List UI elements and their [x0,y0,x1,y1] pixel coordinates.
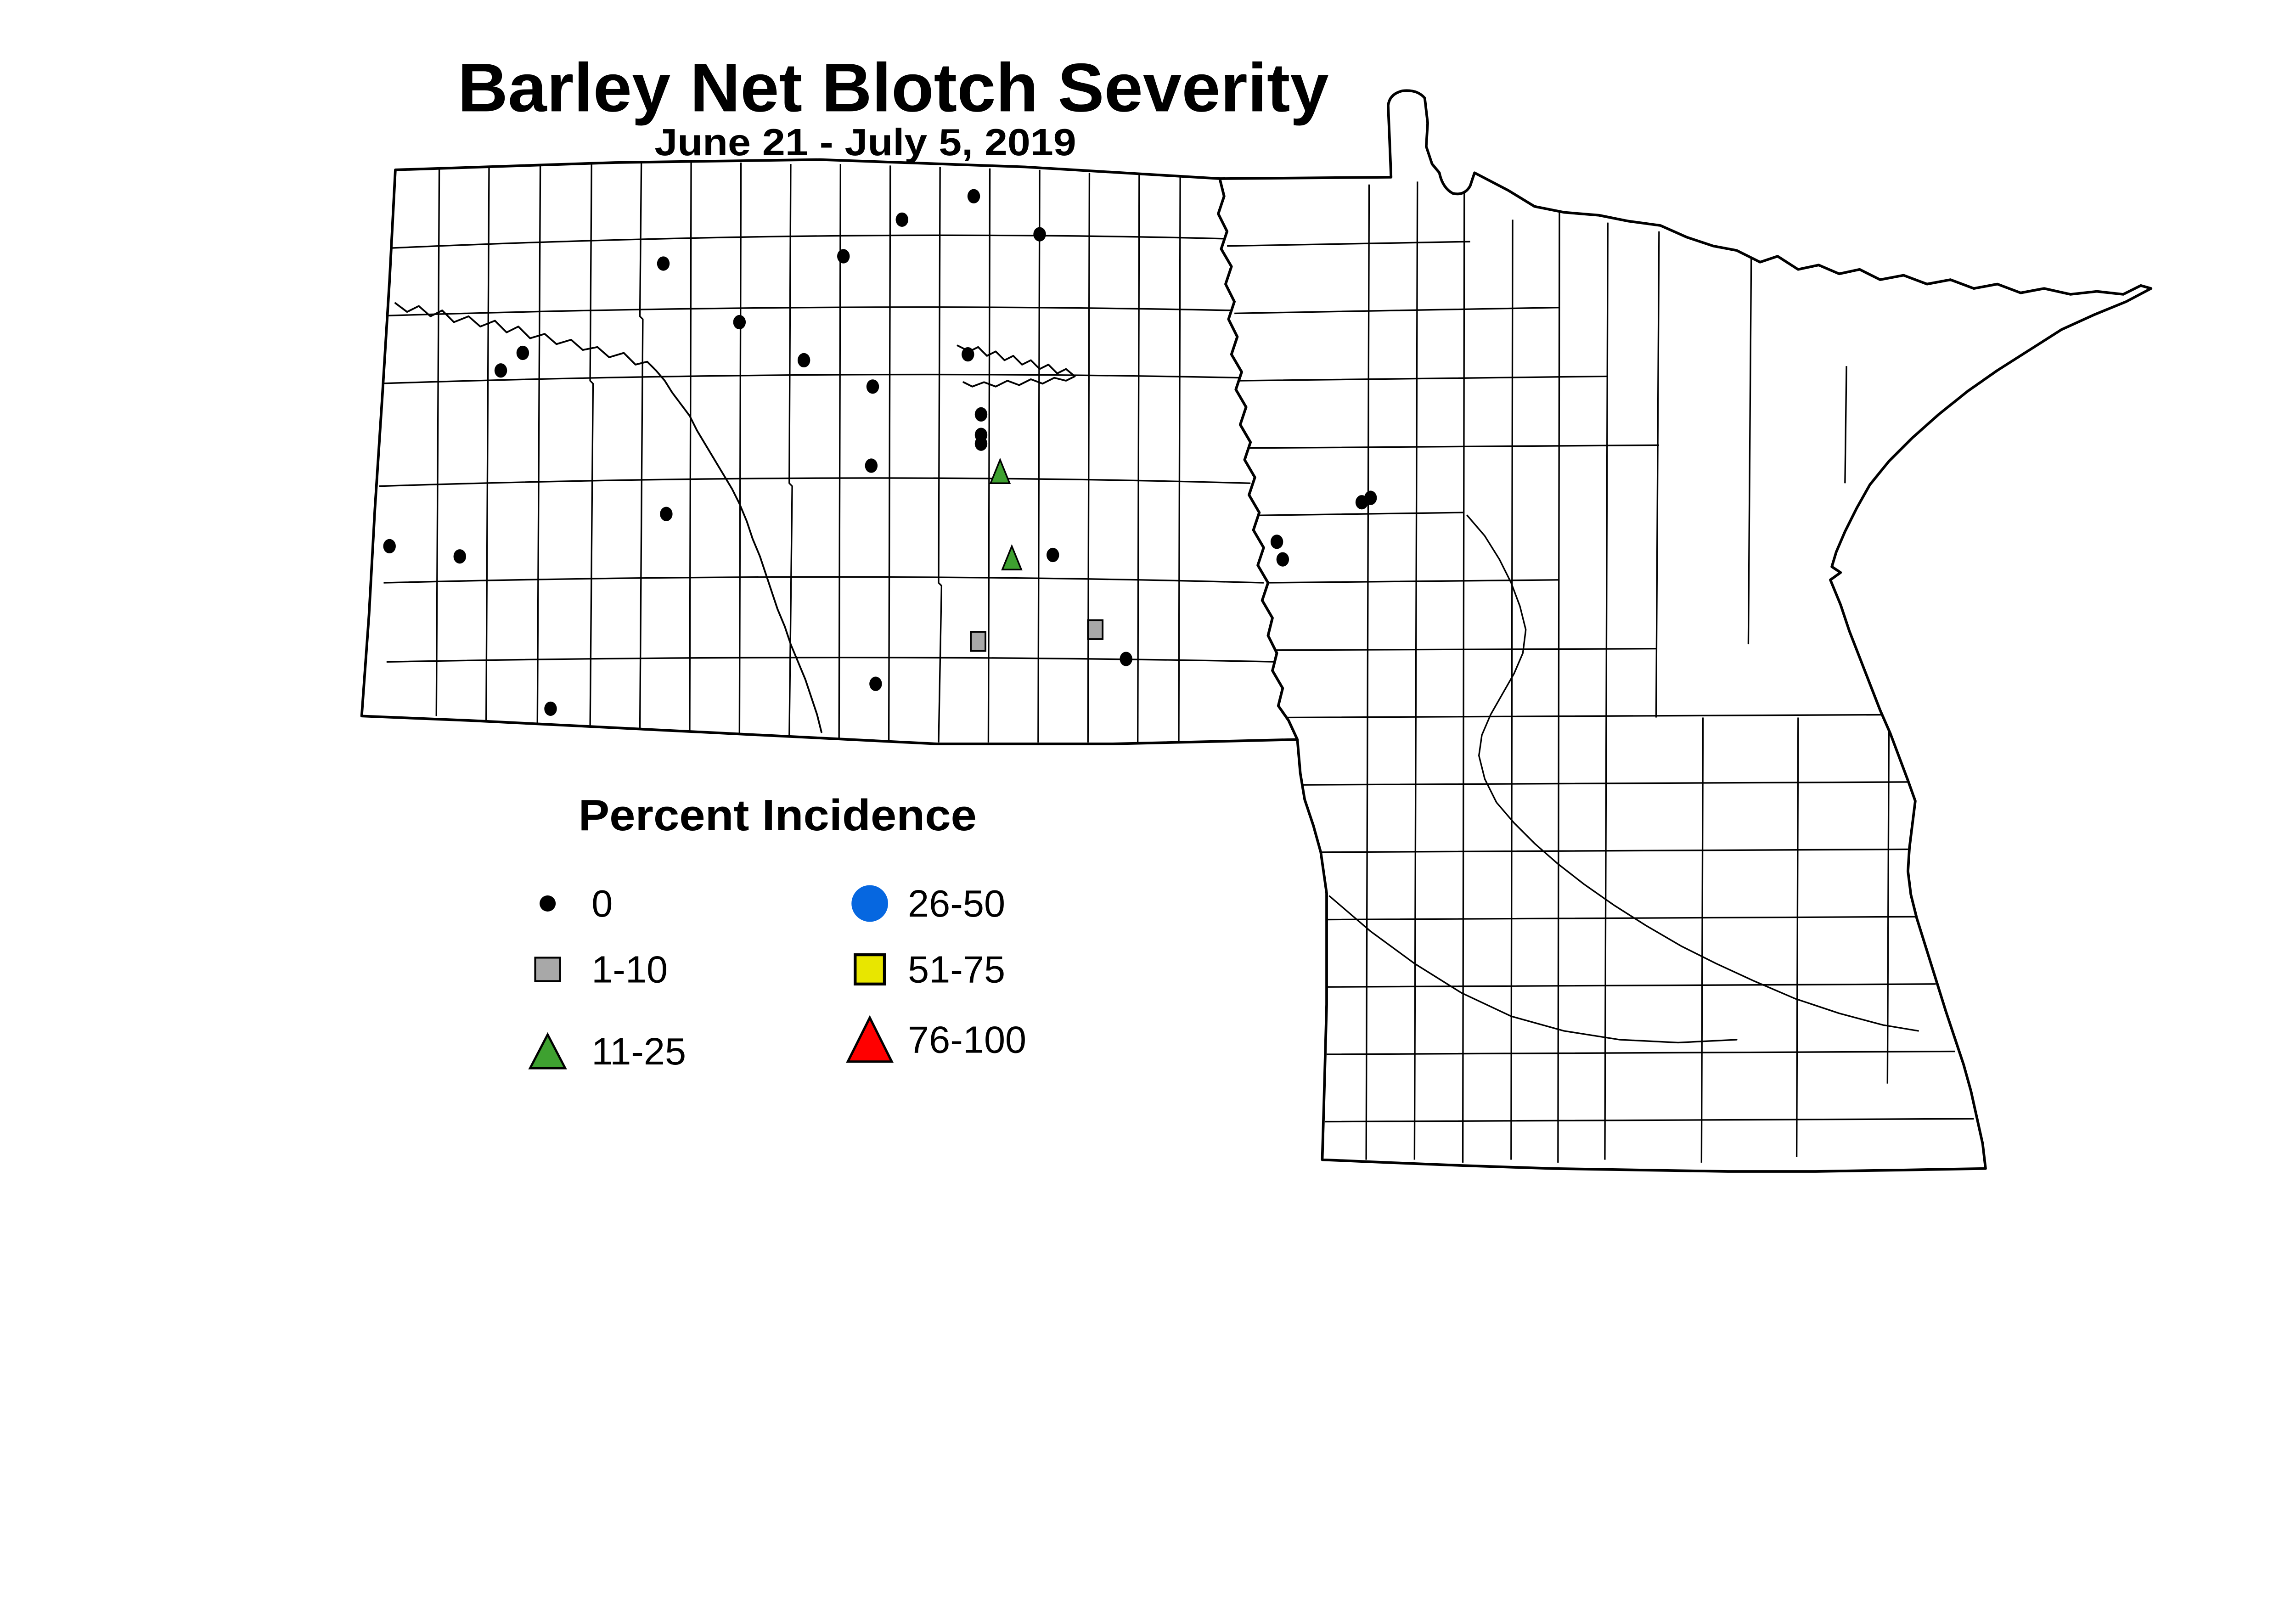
legend-item: 1-10 [534,948,668,991]
map-marker-dot [1120,652,1132,666]
map-marker-dot [660,507,673,521]
map-marker-dot [962,347,974,362]
map-marker-dot [733,315,746,330]
legend-square-icon [854,953,886,986]
map-marker-dot [1276,552,1289,567]
map-marker-dot [383,539,396,554]
minnesota-water-features [1328,514,1919,1044]
map-marker-dot [1364,490,1377,505]
map-marker-dot [797,353,810,368]
legend-triangle-icon [528,1032,567,1070]
minnesota-outline [1217,89,2153,1173]
legend-item: 26-50 [851,882,1005,925]
north-dakota-county-lines [367,161,1278,743]
mississippi-river-line [1466,514,1919,1032]
map-marker-dot [974,407,988,422]
map-marker-dot [866,379,879,394]
map-title: Barley Net Blotch Severity [457,49,1328,126]
map-marker-dot [494,363,507,378]
legend-item-label: 1-10 [591,948,668,991]
map-markers [383,189,1377,716]
barley-net-blotch-map: Barley Net Blotch Severity June 21 - Jul… [360,49,2153,1173]
north-dakota-outline [360,158,1299,745]
map-marker-dot [1270,535,1283,549]
map-subtitle: June 21 - July 5, 2019 [654,121,1076,163]
legend-item: 51-75 [854,948,1005,991]
map-marker-dot [657,256,670,271]
legend-triangle-icon [846,1015,894,1063]
legend-circle-icon [851,885,888,922]
legend-dot-icon [540,895,556,912]
minnesota-county-lines [1227,181,1974,1163]
legend-title: Percent Incidence [579,791,977,840]
legend-item-label: 11-25 [591,1030,686,1073]
legend: Percent Incidence 0 1-10 11-25 26-50 51-75 76… [528,791,1026,1073]
map-marker-dot [516,345,529,360]
minnesota-river-line [1328,895,1738,1044]
map-marker-dot [967,189,980,203]
map-marker-triangle [989,457,1011,484]
map-marker-triangle [1001,544,1023,571]
north-dakota-water-features [394,302,1076,733]
page: Barley Net Blotch Severity June 21 - Jul… [360,49,2153,1173]
map-marker-dot [865,458,878,473]
map-marker-square [1087,619,1104,640]
legend-item-label: 76-100 [908,1019,1026,1061]
map-marker-square [970,631,986,652]
legend-item-label: 51-75 [908,948,1005,991]
devils-lake-line [957,344,1076,388]
map-marker-dot [453,549,466,564]
legend-square-icon [534,957,561,982]
map-marker-dot [974,436,988,451]
legend-item-label: 26-50 [908,882,1005,925]
map-marker-dot [1033,227,1046,242]
legend-item: 76-100 [846,1015,1026,1063]
legend-item-label: 0 [591,882,613,925]
legend-item: 11-25 [528,1030,686,1073]
map-marker-dot [544,701,557,716]
map-marker-dot [895,212,908,227]
map-marker-dot [837,249,850,264]
missouri-river-line [394,302,822,733]
map-marker-dot [1047,547,1059,563]
map-marker-dot [869,676,882,691]
legend-item: 0 [540,882,613,925]
